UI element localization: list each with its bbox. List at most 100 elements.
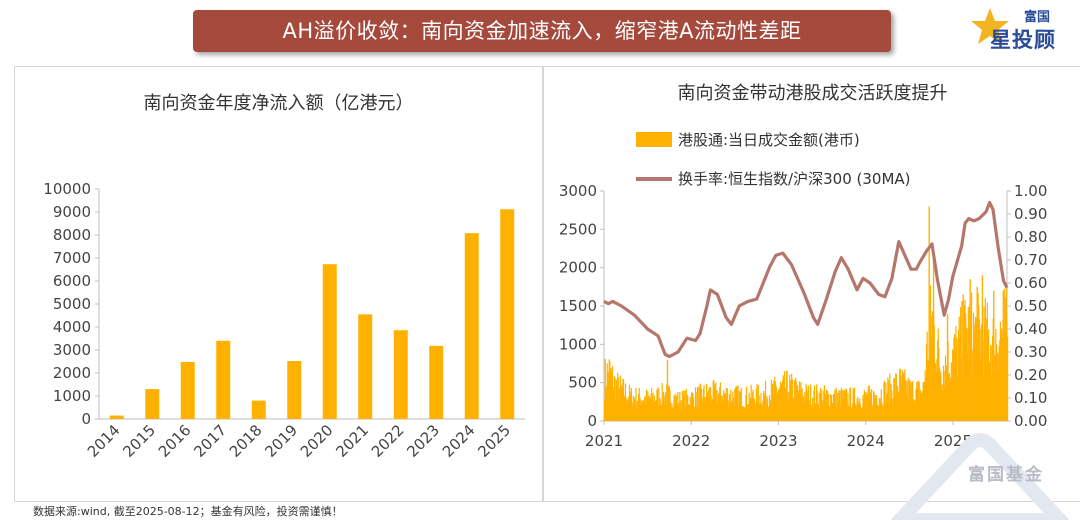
turnover-bar xyxy=(815,384,818,421)
y-tick-label: 5000 xyxy=(53,295,91,313)
turnover-bar xyxy=(908,379,911,421)
turnover-bar xyxy=(730,389,732,421)
turnover-bar xyxy=(608,359,610,421)
turnover-bars xyxy=(604,206,1009,421)
turnover-bar xyxy=(682,396,684,421)
turnover-bar xyxy=(982,376,984,421)
turnover-bar xyxy=(831,402,833,421)
turnover-bar xyxy=(765,405,767,421)
turnover-bar xyxy=(753,398,756,421)
turnover-bar xyxy=(623,395,625,421)
turnover-bar xyxy=(880,389,882,421)
turnover-bar xyxy=(651,400,653,421)
y-tick-label: 8000 xyxy=(53,226,91,244)
turnover-bar xyxy=(744,407,746,421)
turnover-bar xyxy=(756,384,758,421)
turnover-bar xyxy=(717,403,719,421)
turnover-bar xyxy=(1001,328,1003,421)
turnover-bar xyxy=(662,391,665,421)
bar-2019 xyxy=(287,361,302,419)
turnover-bar xyxy=(929,285,932,421)
turnover-bar xyxy=(901,382,903,421)
turnover-bar xyxy=(653,403,655,421)
turnover-bar xyxy=(889,373,891,421)
turnover-bar xyxy=(983,306,985,421)
turnover-bar xyxy=(986,318,988,421)
turnover-bar xyxy=(871,404,873,421)
turnover-bar xyxy=(853,389,855,421)
left-tick-label: 2000 xyxy=(559,259,597,277)
turnover-bar xyxy=(877,406,879,421)
turnover-bar xyxy=(964,299,966,421)
turnover-bar xyxy=(760,392,762,421)
turnover-bar xyxy=(979,329,981,421)
turnover-bar xyxy=(670,402,672,421)
turnover-bar xyxy=(664,396,666,421)
brand-logo: 富国 星投顾 xyxy=(968,2,1080,58)
turnover-bar xyxy=(796,386,798,421)
turnover-bar xyxy=(693,408,695,421)
turnover-bar xyxy=(825,389,827,421)
turnover-bar xyxy=(864,391,866,421)
legend-line-label: 换手率:恒生指数/沪深300 (30MA) xyxy=(678,170,911,188)
turnover-bar xyxy=(639,405,642,421)
turnover-bar xyxy=(665,404,667,421)
y-tick-label: 7000 xyxy=(53,249,91,267)
turnover-bar xyxy=(889,398,892,421)
turnover-bar xyxy=(720,394,722,421)
turnover-bar xyxy=(687,394,689,421)
turnover-bar xyxy=(757,404,759,421)
turnover-bar xyxy=(787,401,790,421)
turnover-bar xyxy=(914,400,916,421)
turnover-bar xyxy=(813,390,815,421)
turnover-bar xyxy=(644,395,646,421)
turnover-bar xyxy=(678,402,680,421)
turnover-bar xyxy=(769,404,771,421)
turnover-bar xyxy=(927,360,929,421)
turnover-bar xyxy=(625,398,627,421)
turnover-bar xyxy=(655,401,657,421)
turnover-bar xyxy=(791,373,793,421)
turnover-bar xyxy=(919,400,921,421)
turnover-bar xyxy=(861,408,863,421)
turnover-bar xyxy=(856,398,858,421)
turnover-bar xyxy=(800,399,803,421)
turnover-bar xyxy=(641,403,643,421)
turnover-bar xyxy=(711,398,714,421)
turnover-bar xyxy=(827,394,829,421)
turnover-bar xyxy=(709,387,712,421)
turnover-bar xyxy=(807,390,809,421)
turnover-bar xyxy=(888,404,890,421)
turnover-bar xyxy=(604,399,606,421)
turnover-bar xyxy=(741,408,743,421)
bar-2024 xyxy=(464,233,479,419)
bar-2022 xyxy=(393,330,408,419)
turnover-bar xyxy=(636,400,638,421)
turnover-bar xyxy=(761,406,763,421)
bar-2020 xyxy=(322,264,337,419)
turnover-bar xyxy=(995,328,997,421)
turnover-bar xyxy=(789,374,791,421)
turnover-bar xyxy=(786,370,788,421)
turnover-bar xyxy=(868,390,870,421)
turnover-bar xyxy=(855,405,857,421)
turnover-bar xyxy=(936,358,938,421)
turnover-bar xyxy=(975,317,977,421)
turnover-spike-bar xyxy=(946,313,949,421)
turnover-spike-bar xyxy=(962,294,964,421)
turnover-bar xyxy=(734,388,737,421)
turnover-bar xyxy=(773,380,775,421)
turnover-bar xyxy=(949,383,951,421)
turnover-bar xyxy=(984,324,986,421)
turnover-bar xyxy=(704,397,706,421)
turnover-bar xyxy=(795,381,797,421)
turnover-bar xyxy=(732,397,735,421)
turnover-bar xyxy=(650,393,652,421)
y-tick-label: 6000 xyxy=(53,272,91,290)
turnover-bar xyxy=(885,396,888,421)
turnover-bar xyxy=(919,389,922,421)
turnover-bar xyxy=(700,384,702,421)
turnover-bar xyxy=(796,384,799,421)
turnover-bar xyxy=(788,392,790,421)
turnover-bar xyxy=(955,337,958,421)
